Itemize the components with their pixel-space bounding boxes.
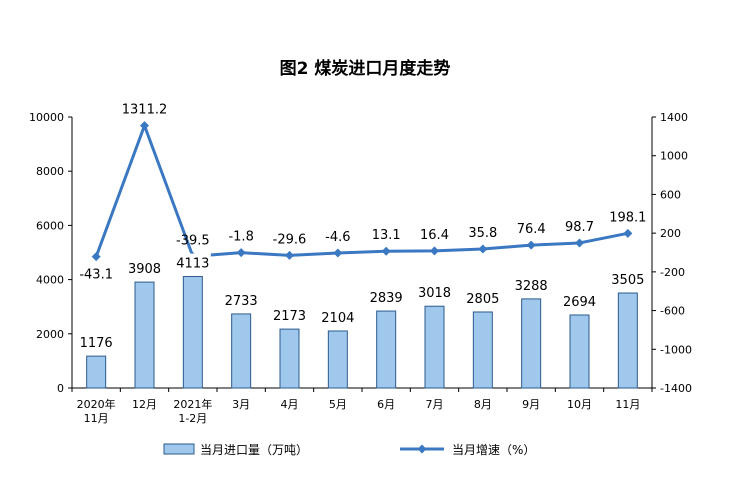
y-right-tick-label: -200 <box>660 266 685 279</box>
bar-data-label-bg <box>126 259 163 277</box>
y-right-tick-label: 600 <box>660 188 681 201</box>
y-left-tick-label: 0 <box>57 382 64 395</box>
line-data-label: 98.7 <box>565 220 594 235</box>
bar-data-label-bg <box>223 290 260 308</box>
x-tick-label: 2021年 <box>173 397 212 411</box>
line-data-label: 198.1 <box>609 210 646 225</box>
bar <box>472 311 493 389</box>
bar-data-label: 3018 <box>418 286 451 301</box>
bar-data-label-bg <box>464 288 501 306</box>
y-left-tick-label: 4000 <box>36 274 64 287</box>
line-data-label: -1.8 <box>228 230 253 245</box>
bar-data-label: 3908 <box>128 262 161 277</box>
y-right-tick-label: 1000 <box>660 150 688 163</box>
bar-data-label-bg <box>174 253 211 271</box>
bar-data-label: 2839 <box>370 291 403 306</box>
line-data-label: 1311.2 <box>122 103 168 118</box>
bar <box>424 305 445 389</box>
y-right-tick-label: 200 <box>660 227 681 240</box>
line-data-label: -4.6 <box>325 230 350 245</box>
bar <box>134 281 155 389</box>
y-left-tick-label: 8000 <box>36 165 64 178</box>
legend-bar-swatch <box>163 443 195 455</box>
legend-line-marker <box>417 444 427 454</box>
bar-data-label: 2694 <box>563 295 596 310</box>
line-point-marker <box>140 121 149 131</box>
bar-data-label-bg <box>416 283 453 301</box>
bar <box>86 355 107 389</box>
line-data-label: -39.5 <box>176 233 210 248</box>
x-tick-label: 1-2月 <box>178 412 207 425</box>
y-left-tick-label: 6000 <box>36 219 64 232</box>
line-data-label: -29.6 <box>273 232 307 247</box>
bar-data-label: 2173 <box>273 309 306 324</box>
y-left-tick-label: 2000 <box>36 328 64 341</box>
legend: 当月进口量（万吨） 当月增速（%） <box>163 443 535 457</box>
x-tick-label: 3月 <box>232 398 250 411</box>
line-point-marker <box>526 240 536 250</box>
legend-line-label: 当月增速（%） <box>452 443 535 457</box>
x-tick-label: 2020年 <box>77 397 116 411</box>
line-point-marker <box>430 246 439 256</box>
bar-data-label: 1176 <box>80 336 113 351</box>
bar-data-label: 3505 <box>611 273 644 288</box>
y-right-tick-label: -600 <box>660 305 685 318</box>
bar <box>231 313 252 389</box>
line-point-marker <box>236 248 246 258</box>
bar <box>569 314 590 389</box>
bar-data-label-bg <box>368 288 405 306</box>
bar-data-label-bg <box>609 270 646 288</box>
bar <box>521 298 542 389</box>
bar <box>327 330 348 389</box>
line-data-label: 16.4 <box>420 228 449 243</box>
x-tick-label: 10月 <box>567 398 592 411</box>
bar <box>617 292 638 389</box>
line-data-label: 35.8 <box>468 226 497 241</box>
bar-data-label: 4113 <box>176 257 209 272</box>
y-left-tick-label: 10000 <box>29 111 64 124</box>
bar-data-label-bg <box>513 275 550 293</box>
bar-data-label-bg <box>78 333 115 351</box>
bar-data-label: 2733 <box>225 294 258 309</box>
axes: 0 2000 4000 6000 8000 10000 -1400 -1000 -600 -200… <box>29 111 692 425</box>
legend-bar-label: 当月进口量（万吨） <box>200 443 308 457</box>
line-point-marker <box>623 228 633 238</box>
chart-title: 图2 煤炭进口月度走势 <box>280 58 451 79</box>
bar-data-label: 3288 <box>515 279 548 294</box>
growth-line <box>94 124 629 258</box>
y-right-tick-label: -1000 <box>660 343 692 356</box>
y-right-tick-label: -1400 <box>660 382 692 395</box>
line-point-marker <box>575 238 584 248</box>
line-point-marker <box>91 252 101 262</box>
bar <box>182 276 203 389</box>
bar-series <box>86 276 638 389</box>
x-tick-label: 12月 <box>132 398 157 411</box>
bar-data-label-bg <box>561 291 598 309</box>
x-tick-label: 6月 <box>377 398 395 411</box>
line-point-marker <box>333 248 343 258</box>
bar-data-label: 2104 <box>321 311 354 326</box>
bar-data-label: 2805 <box>466 292 499 307</box>
bar <box>376 310 397 389</box>
x-tick-label: 9月 <box>522 398 540 411</box>
x-tick-label: 5月 <box>329 398 347 411</box>
line-point-marker <box>478 244 488 254</box>
line-data-label: 76.4 <box>517 222 546 237</box>
bar <box>279 328 300 389</box>
y-right-tick-label: 1400 <box>660 111 688 124</box>
bar-data-label-bg <box>319 307 356 325</box>
x-tick-label: 8月 <box>474 398 492 411</box>
line-point-marker <box>285 250 294 260</box>
line-series <box>91 121 633 262</box>
data-labels: 1176 3908 4113 2733 2173 2104 2839 3018 2805 3288… <box>78 103 646 351</box>
line-point-marker <box>381 246 391 256</box>
x-tick-label: 7月 <box>426 398 444 411</box>
bar-data-label-bg <box>271 306 308 324</box>
x-tick-label: 11月 <box>615 398 640 411</box>
x-tick-label: 4月 <box>281 398 299 411</box>
x-tick-label: 11月 <box>84 412 109 425</box>
line-data-label: -43.1 <box>79 268 113 283</box>
line-data-label: 13.1 <box>372 228 401 243</box>
